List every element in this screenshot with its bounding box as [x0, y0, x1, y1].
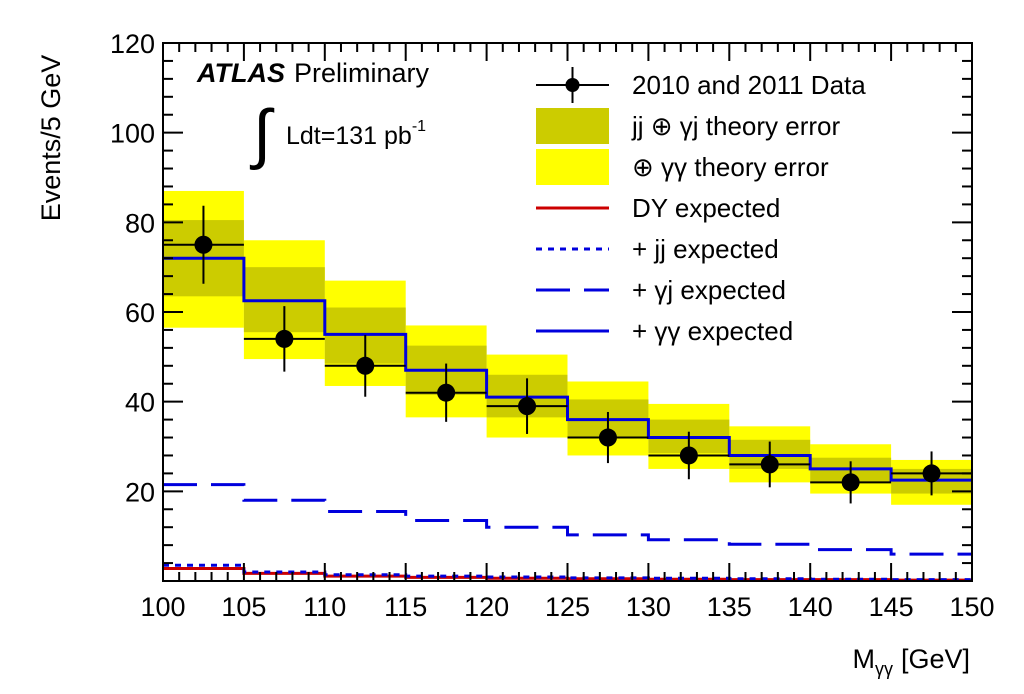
data-point-6 — [679, 446, 698, 465]
axis-ticks — [162, 42, 973, 582]
x-axis-title-subscript: γγ — [875, 659, 893, 679]
integral-sign: ∫ — [249, 96, 275, 170]
legend-label-6: + γγ expected — [632, 316, 793, 346]
luminosity-exponent: -1 — [412, 118, 426, 135]
x-tick-label-105: 105 — [221, 592, 266, 622]
y-tick-label-20: 20 — [125, 477, 155, 507]
atlas-label: ATLAS Preliminary — [196, 58, 430, 88]
data-point-8 — [841, 473, 860, 492]
x-tick-label-115: 115 — [384, 592, 427, 622]
luminosity-label: Ldt=131 pb-1 — [286, 118, 426, 150]
y-tick-label-80: 80 — [125, 208, 155, 238]
legend-label-2: ⊕ γγ theory error — [632, 152, 829, 182]
legend-label-0: 2010 and 2011 Data — [632, 70, 866, 100]
y-tick-label-100: 100 — [110, 119, 155, 149]
legend-label-5: + γj expected — [632, 275, 786, 305]
x-tick-label-135: 135 — [707, 592, 752, 622]
x-tick-label-125: 125 — [545, 592, 590, 622]
x-axis-title: Mγγ [GeV] — [852, 644, 970, 679]
atlas-label-experiment: ATLAS — [196, 58, 285, 88]
x-axis-title-unit: [GeV] — [901, 644, 970, 674]
legend: 2010 and 2011 Data jj ⊕ γj theory error ⊕ … — [536, 67, 866, 346]
series-line-3 — [163, 256, 972, 482]
legend-band-swatch-1 — [536, 108, 609, 144]
data-points — [163, 205, 972, 504]
y-tick-label-40: 40 — [125, 388, 155, 418]
data-point-4 — [518, 397, 537, 416]
y-tick-label-60: 60 — [125, 298, 155, 328]
x-axis-title-main: M — [852, 644, 875, 674]
x-tick-label-130: 130 — [626, 592, 671, 622]
data-point-1 — [275, 329, 294, 348]
legend-band-swatch-2 — [536, 149, 609, 185]
y-tick-label-120: 120 — [110, 29, 155, 59]
data-point-3 — [437, 383, 456, 402]
data-point-5 — [598, 428, 617, 447]
legend-label-4: + jj expected — [632, 234, 779, 264]
y-axis-title: Events/5 GeV — [36, 55, 66, 222]
data-point-0 — [194, 235, 213, 254]
x-tick-label-120: 120 — [464, 592, 509, 622]
x-tick-label-100: 100 — [140, 592, 185, 622]
legend-data-marker — [565, 78, 580, 92]
x-tick-label-110: 110 — [303, 592, 346, 622]
x-tick-label-145: 145 — [869, 592, 914, 622]
tick-labels: 100 105 110 115 120 125 130 135 140 145 150 20 40 60 8… — [110, 29, 995, 622]
series-line-2 — [163, 483, 972, 556]
legend-label-1: jj ⊕ γj theory error — [631, 111, 841, 141]
data-point-7 — [760, 455, 779, 474]
x-tick-label-150: 150 — [949, 592, 994, 622]
x-tick-label-140: 140 — [788, 592, 833, 622]
data-point-9 — [922, 464, 941, 483]
legend-label-3: DY expected — [632, 193, 780, 223]
luminosity-value: Ldt=131 pb — [286, 122, 412, 150]
atlas-label-status: Preliminary — [294, 58, 430, 88]
data-point-2 — [356, 356, 375, 375]
